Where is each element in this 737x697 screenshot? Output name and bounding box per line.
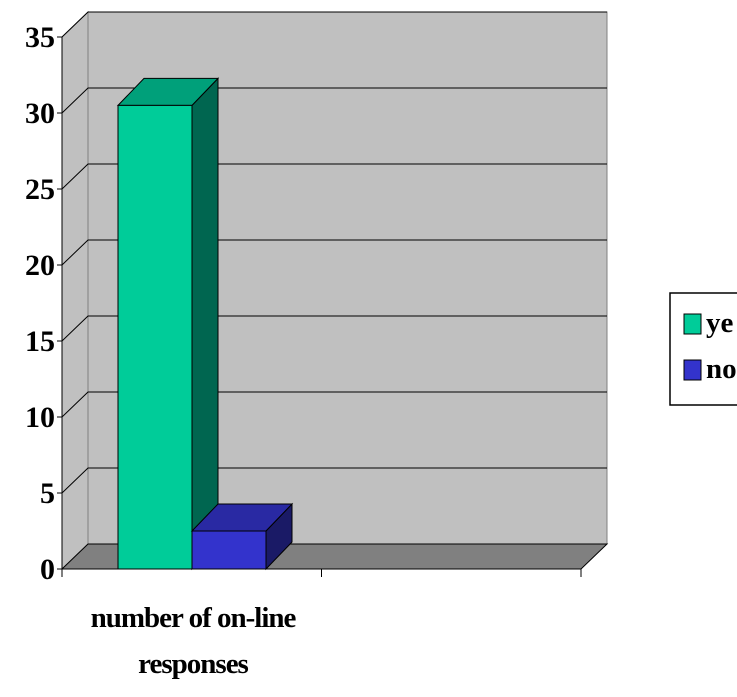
y-tick-label: 5 — [40, 477, 55, 510]
side-wall — [61, 10, 89, 571]
y-tick-label: 10 — [25, 401, 55, 434]
gridline — [61, 239, 607, 266]
legend-box — [669, 292, 737, 406]
gridline — [61, 467, 607, 494]
y-tick-label: 0 — [40, 553, 55, 586]
bar-side-ye — [191, 77, 219, 571]
legend-label-no: no — [706, 353, 737, 385]
chart-legend: ye no — [669, 292, 737, 406]
y-tick-label: 35 — [25, 21, 55, 54]
y-tick-label: 25 — [25, 173, 55, 206]
x-category-label: responses — [138, 648, 248, 680]
chart-gridlines — [61, 11, 607, 494]
legend-label-ye: ye — [706, 307, 734, 339]
y-tick-label: 15 — [25, 325, 55, 358]
x-category-label: number of on-line — [91, 602, 297, 634]
y-axis-tick-labels: 0 5 10 15 20 25 30 35 — [25, 21, 55, 586]
gridline — [61, 87, 607, 114]
legend-swatch-no — [683, 359, 702, 381]
gridline — [61, 315, 607, 342]
legend-swatch-ye — [683, 313, 702, 335]
bar-no — [191, 530, 267, 570]
y-tick-label: 30 — [25, 97, 55, 130]
gridline — [61, 11, 607, 38]
x-axis-category-labels: number of on-line responses — [91, 602, 298, 680]
gridline — [61, 391, 607, 418]
chart-bars — [116, 77, 294, 571]
gridline — [61, 163, 607, 190]
y-tick-label: 20 — [25, 249, 55, 282]
bar-ye — [117, 104, 193, 570]
